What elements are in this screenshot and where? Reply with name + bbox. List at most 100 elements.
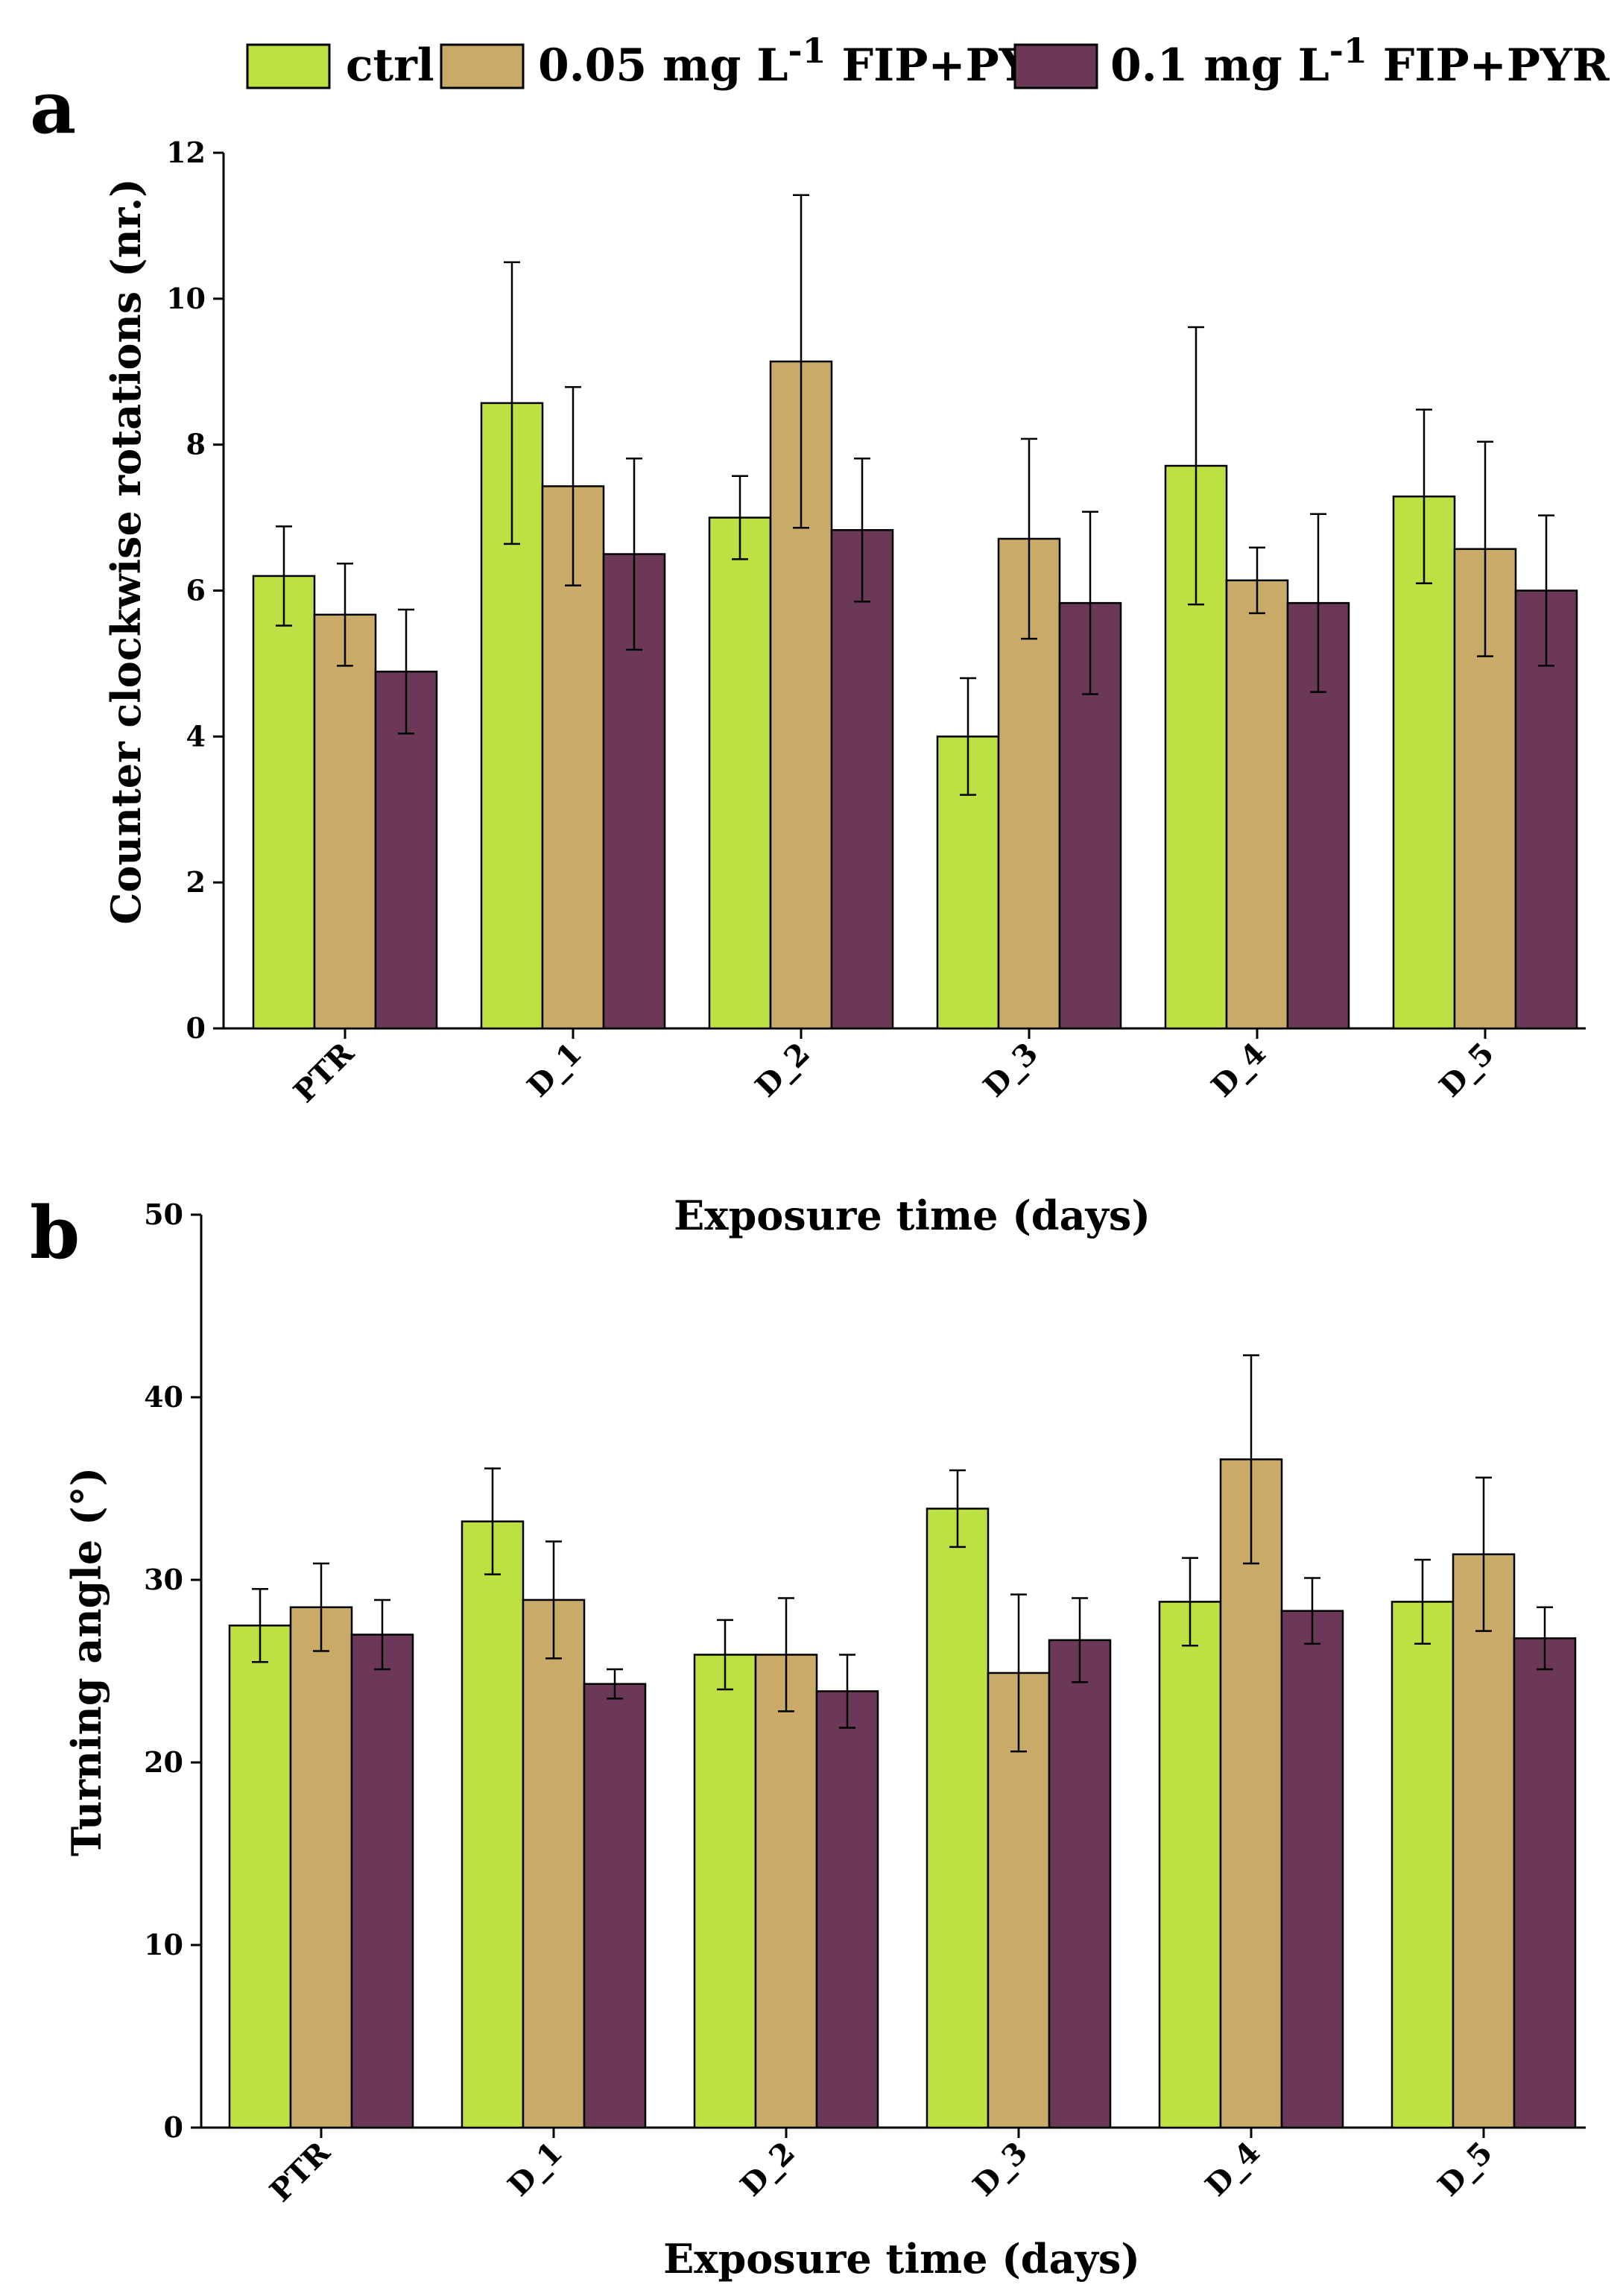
panel-a-error-bar-d-5-0-1-mg-l-1-fip-pyr bbox=[1538, 514, 1554, 667]
panel-a-x-tick-label-ptr: PTR bbox=[287, 1035, 361, 1110]
panel-a-x-tick-label-d-3: D_3 bbox=[976, 1036, 1045, 1104]
panel-b-error-bar-ptr-ctrl bbox=[252, 1588, 268, 1663]
panel-a-y-axis-title: Counter clockwise rotations (nr.) bbox=[102, 178, 150, 924]
panel-b-x-tick-label-d-5: D_5 bbox=[1431, 2135, 1499, 2204]
legend-swatch-ctrl bbox=[246, 43, 331, 89]
panel-a-x-tick-label-d-4: D_4 bbox=[1204, 1036, 1273, 1104]
panel-b: b Turning angle (°) Exposure time (days)… bbox=[30, 1191, 1586, 2283]
panel-a-error-bar-d-5-ctrl bbox=[1416, 408, 1432, 584]
panel-b-bar-d-1-0-05-mg-l-1-fip-pyr bbox=[522, 1598, 586, 2129]
panel-b-bar-ptr-0-05-mg-l-1-fip-pyr bbox=[289, 1606, 353, 2129]
panel-b-error-bar-d-4-0-05-mg-l-1-fip-pyr bbox=[1243, 1354, 1259, 1565]
panel-a-bar-ptr-ctrl bbox=[252, 575, 316, 1030]
panel-b-error-bar-d-5-0-1-mg-l-1-fip-pyr bbox=[1537, 1606, 1553, 1671]
panel-a-y-tick-label-6: 12 bbox=[166, 136, 206, 169]
legend-label-ctrl: ctrl bbox=[346, 39, 434, 92]
panel-a-error-bar-d-3-ctrl bbox=[960, 677, 976, 796]
panel-b-plot: 0 10 20 30 40 50 PTR D_1 D_2 D_3 D_4 D_5 bbox=[144, 1198, 1586, 2209]
legend-swatch-high-dose bbox=[1013, 43, 1098, 89]
legend-label-low-dose-main: 0.05 mg L bbox=[538, 39, 788, 92]
panel-b-bar-d-2-0-1-mg-l-1-fip-pyr bbox=[815, 1690, 879, 2129]
panel-b-error-bar-d-1-0-05-mg-l-1-fip-pyr bbox=[545, 1540, 562, 1660]
panel-b-error-bar-d-1-ctrl bbox=[484, 1467, 501, 1575]
panel-b-error-bar-d-3-0-05-mg-l-1-fip-pyr bbox=[1010, 1593, 1027, 1753]
panel-a-bar-ptr-0-05-mg-l-1-fip-pyr bbox=[313, 613, 377, 1030]
panel-b-bar-d-5-0-05-mg-l-1-fip-pyr bbox=[1452, 1553, 1516, 2129]
panel-b-y-tick-label-4: 40 bbox=[144, 1380, 183, 1414]
panel-a-error-bar-d-1-ctrl bbox=[504, 261, 520, 545]
panel-a-y-tick-label-1: 2 bbox=[186, 865, 206, 899]
legend-label-high-dose-suffix: FIP+PYR bbox=[1367, 39, 1610, 92]
legend-label-high-dose-main: 0.1 mg L bbox=[1110, 39, 1329, 92]
panel-b-error-bar-ptr-0-1-mg-l-1-fip-pyr bbox=[374, 1598, 390, 1671]
panel-b-y-tick-label-5: 50 bbox=[144, 1198, 183, 1231]
panel-a-error-bar-d-4-0-1-mg-l-1-fip-pyr bbox=[1310, 513, 1326, 693]
panel-b-letter: b bbox=[30, 1191, 80, 1275]
panel-b-bar-d-3-ctrl bbox=[926, 1508, 990, 2129]
panel-a-error-bar-d-2-0-05-mg-l-1-fip-pyr bbox=[793, 194, 809, 529]
panel-b-error-bar-d-4-0-1-mg-l-1-fip-pyr bbox=[1304, 1577, 1320, 1645]
panel-a-letter: a bbox=[30, 66, 76, 150]
panel-b-bar-d-5-0-1-mg-l-1-fip-pyr bbox=[1513, 1637, 1577, 2129]
panel-b-x-tick-label-d-4: D_4 bbox=[1198, 2135, 1267, 2204]
panel-b-error-bar-d-2-ctrl bbox=[717, 1619, 733, 1691]
panel-a-error-bar-d-5-0-05-mg-l-1-fip-pyr bbox=[1477, 440, 1493, 657]
panel-b-bar-d-1-0-1-mg-l-1-fip-pyr bbox=[583, 1683, 647, 2129]
panel-a: a Counter clockwise rotations (nr.) Expo… bbox=[30, 66, 1586, 1239]
panel-a-x-axis-title: Exposure time (days) bbox=[674, 1192, 1151, 1239]
panel-a-y-tick-label-5: 10 bbox=[166, 282, 206, 315]
panel-b-y-tick-label-2: 20 bbox=[144, 1745, 183, 1779]
panel-a-error-bar-d-4-ctrl bbox=[1188, 326, 1204, 606]
panel-b-y-tick-label-1: 10 bbox=[144, 1928, 183, 1961]
panel-b-bar-d-3-0-1-mg-l-1-fip-pyr bbox=[1048, 1639, 1112, 2129]
panel-a-x-tick-label-d-1: D_1 bbox=[520, 1036, 589, 1104]
legend-item-low-dose: 0.05 mg L-1 FIP+PYR bbox=[440, 31, 1069, 92]
legend-item-ctrl: ctrl bbox=[246, 39, 434, 92]
panel-b-x-tick-label-d-1: D_1 bbox=[501, 2135, 569, 2204]
panel-a-bar-d-2-0-1-mg-l-1-fip-pyr bbox=[830, 528, 894, 1030]
panel-a-bar-d-5-ctrl bbox=[1392, 495, 1456, 1030]
legend-label-high-dose-sup: -1 bbox=[1329, 31, 1367, 71]
panel-b-bar-d-4-ctrl bbox=[1158, 1601, 1222, 2129]
panel-b-error-bar-d-1-0-1-mg-l-1-fip-pyr bbox=[607, 1668, 623, 1700]
panel-b-error-bar-d-5-0-05-mg-l-1-fip-pyr bbox=[1475, 1476, 1492, 1632]
panel-a-error-bar-d-4-0-05-mg-l-1-fip-pyr bbox=[1249, 546, 1265, 615]
legend-item-high-dose: 0.1 mg L-1 FIP+PYR bbox=[1013, 31, 1610, 92]
panel-b-error-bar-d-3-ctrl bbox=[949, 1469, 966, 1549]
panel-a-bar-d-2-ctrl bbox=[708, 516, 772, 1030]
panel-b-error-bar-ptr-0-05-mg-l-1-fip-pyr bbox=[313, 1562, 329, 1652]
panel-b-x-axis-title: Exposure time (days) bbox=[663, 2235, 1140, 2283]
panel-a-error-bar-d-3-0-1-mg-l-1-fip-pyr bbox=[1082, 510, 1098, 695]
panel-a-error-bar-d-1-0-1-mg-l-1-fip-pyr bbox=[626, 458, 642, 651]
panel-a-y-tick-label-3: 6 bbox=[186, 574, 206, 607]
panel-a-error-bar-ptr-ctrl bbox=[276, 525, 292, 627]
legend-swatch-low-dose bbox=[440, 43, 525, 89]
panel-b-bar-ptr-0-1-mg-l-1-fip-pyr bbox=[350, 1634, 414, 2129]
panel-a-error-bar-ptr-0-1-mg-l-1-fip-pyr bbox=[398, 608, 414, 735]
panel-b-y-tick-label-3: 30 bbox=[144, 1563, 183, 1596]
panel-b-bar-d-2-ctrl bbox=[693, 1654, 757, 2129]
legend: ctrl 0.05 mg L-1 FIP+PYR 0.1 mg L-1 FIP+… bbox=[246, 31, 1610, 92]
panel-a-y-tick-label-2: 4 bbox=[186, 719, 206, 753]
legend-label-low-dose-sup: -1 bbox=[788, 31, 826, 71]
panel-a-error-bar-d-1-0-05-mg-l-1-fip-pyr bbox=[565, 386, 581, 586]
panel-b-y-tick-label-0: 0 bbox=[164, 2110, 183, 2144]
panel-b-bar-ptr-ctrl bbox=[228, 1625, 292, 2129]
panel-a-error-bar-ptr-0-05-mg-l-1-fip-pyr bbox=[337, 563, 353, 667]
legend-label-low-dose: 0.05 mg L-1 FIP+PYR bbox=[538, 31, 1069, 92]
panel-b-y-axis-title: Turning angle (°) bbox=[63, 1467, 110, 1856]
panel-a-y-tick-label-0: 0 bbox=[186, 1011, 206, 1045]
panel-b-error-bar-d-3-0-1-mg-l-1-fip-pyr bbox=[1072, 1597, 1088, 1683]
panel-b-x-tick-label-d-3: D_3 bbox=[966, 2135, 1034, 2204]
panel-b-x-tick-label-ptr: PTR bbox=[263, 2134, 338, 2209]
legend-label-high-dose: 0.1 mg L-1 FIP+PYR bbox=[1110, 31, 1610, 92]
panel-b-bar-d-2-0-05-mg-l-1-fip-pyr bbox=[754, 1654, 818, 2129]
panel-a-bar-d-4-0-05-mg-l-1-fip-pyr bbox=[1225, 579, 1289, 1030]
panel-a-error-bar-d-2-0-1-mg-l-1-fip-pyr bbox=[854, 458, 870, 603]
panel-b-error-bar-d-5-ctrl bbox=[1414, 1558, 1431, 1645]
panel-b-x-tick-label-d-2: D_2 bbox=[733, 2135, 802, 2204]
panel-b-bar-d-5-ctrl bbox=[1391, 1601, 1455, 2129]
panel-b-bar-d-4-0-1-mg-l-1-fip-pyr bbox=[1280, 1610, 1344, 2129]
panel-b-error-bar-d-4-ctrl bbox=[1182, 1557, 1198, 1647]
